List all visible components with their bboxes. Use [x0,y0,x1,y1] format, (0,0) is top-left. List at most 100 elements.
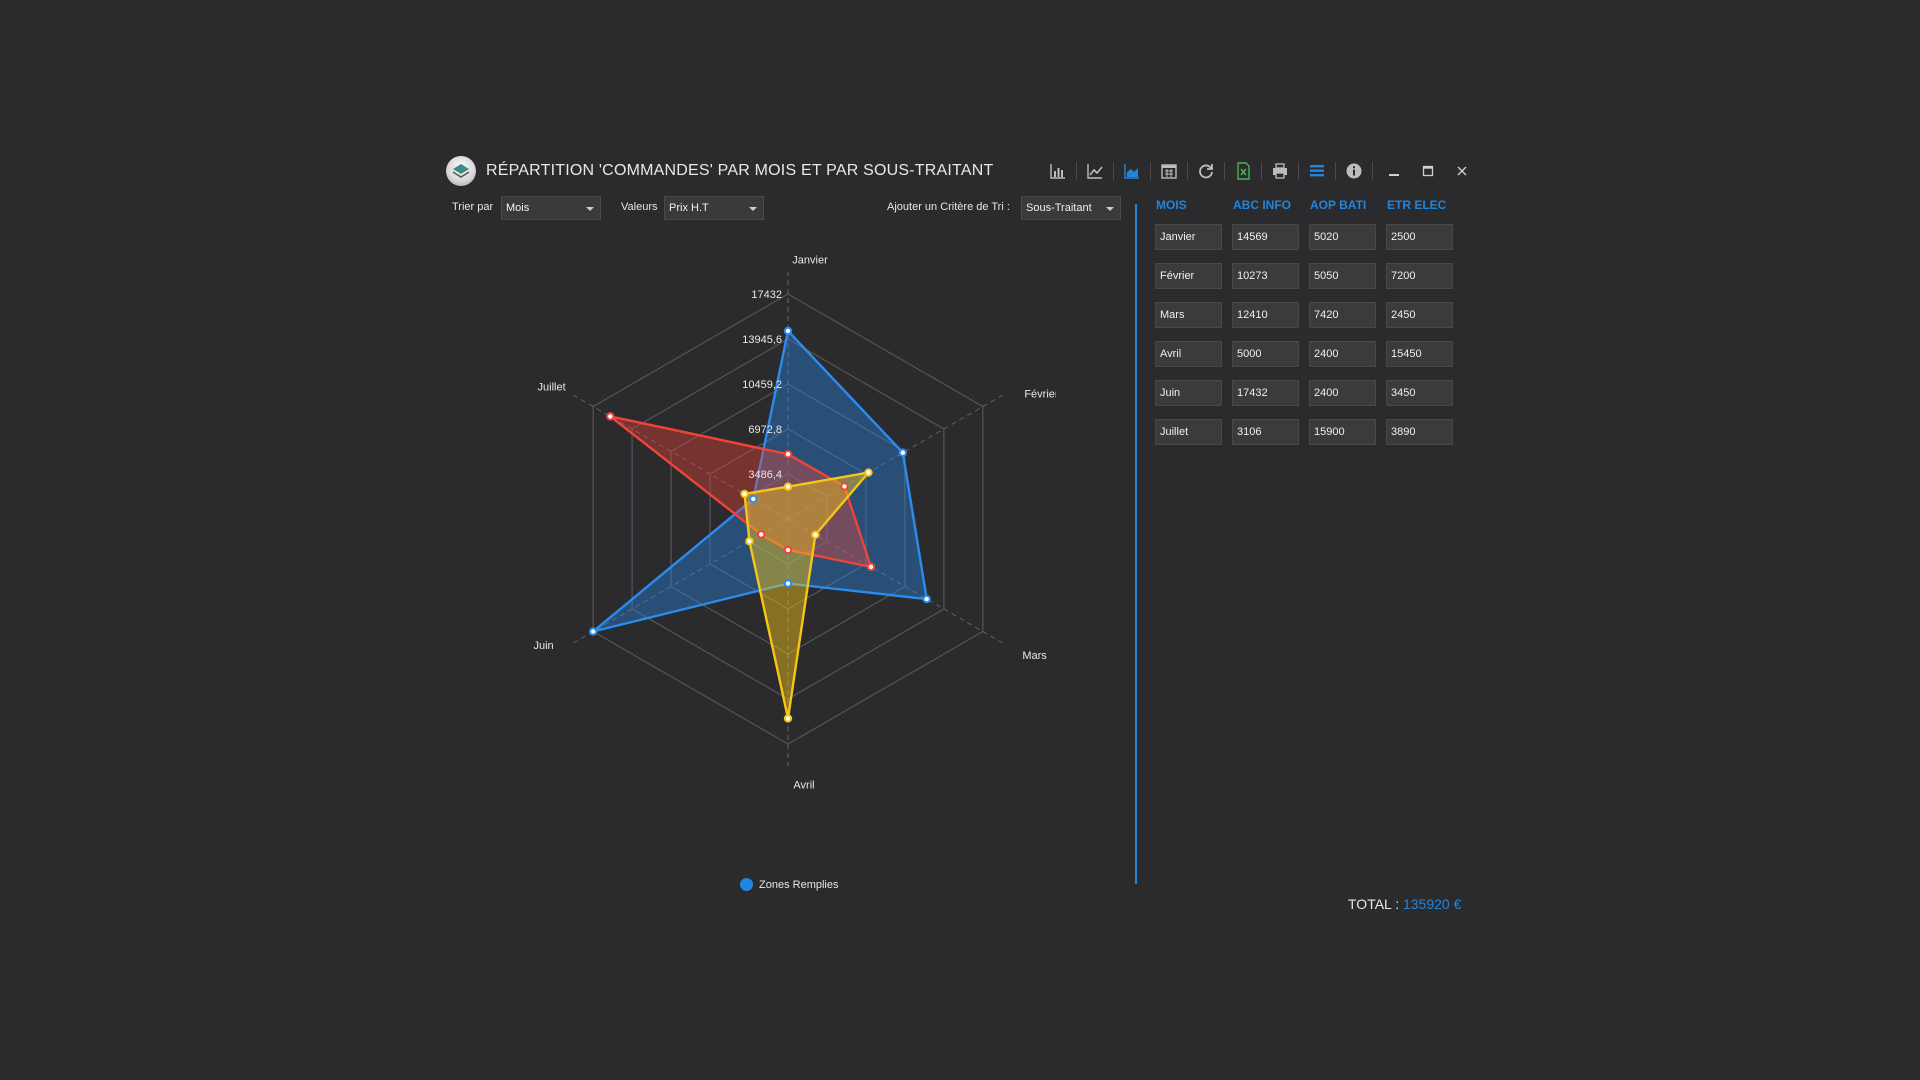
data-point [783,545,793,555]
data-point [783,714,793,723]
refresh-icon [1199,164,1213,179]
toolbar-separator [1150,162,1151,180]
area-chart-button[interactable] [1119,158,1145,184]
axis-label: Février [1024,388,1056,400]
toolbar-separator [1372,162,1373,180]
minimize-button[interactable] [1381,158,1407,184]
month-cell[interactable]: Juillet [1155,419,1222,445]
value-cell[interactable]: 15450 [1386,341,1453,367]
value-cell[interactable]: 2400 [1309,380,1376,406]
list-icon [1310,165,1324,177]
toolbar-separator [1224,162,1225,180]
month-cell[interactable]: Février [1155,263,1222,289]
data-point [783,482,793,491]
value-cell[interactable]: 15900 [1309,419,1376,445]
radar-chart: 3486,4 6972,8 10459,2 13945,6 17432 Janvier Fé… [446,240,1056,880]
list-view-button[interactable] [1304,158,1330,184]
table-row: Juillet 3106 15900 3890 [1155,419,1463,452]
excel-icon [1237,162,1250,180]
column-header[interactable]: ABC INFO [1233,198,1291,212]
data-point [922,594,931,604]
values-select[interactable]: Prix H.T [664,196,764,220]
axis-label: Juin [533,640,553,652]
sort-select[interactable]: Mois [501,196,601,220]
data-point [783,579,793,588]
chevron-down-icon [586,207,594,211]
maximize-icon [1422,165,1434,177]
data-point [756,530,766,539]
values-label: Valeurs [621,201,658,213]
value-cell[interactable]: 7200 [1386,263,1453,289]
toolbar-separator [1335,162,1336,180]
panel-divider [1135,204,1137,884]
value-cell[interactable]: 5000 [1232,341,1299,367]
criteria-select-value: Sous-Traitant [1026,202,1092,214]
sort-select-value: Mois [506,202,530,214]
month-cell[interactable]: Juin [1155,380,1222,406]
table-row: Avril 5000 2400 15450 [1155,341,1463,374]
value-cell[interactable]: 2400 [1309,341,1376,367]
data-point [811,530,820,540]
data-point [898,448,908,457]
print-icon [1273,163,1287,179]
legend-label: Zones Remplies [759,878,839,891]
value-cell[interactable]: 12410 [1232,302,1299,328]
value-cell[interactable]: 17432 [1232,380,1299,406]
criteria-label: Ajouter un Critère de Tri : [887,201,1010,213]
legend-marker [740,878,753,891]
total-label: TOTAL : [1348,896,1400,912]
value-cell[interactable]: 3450 [1386,380,1453,406]
data-point [749,494,758,504]
calendar-button[interactable] [1156,158,1182,184]
toolbar-separator [1261,162,1262,180]
data-table: MOIS ABC INFO AOP BATI ETR ELEC Janvier 14569… [1155,198,1463,452]
toolbar-separator [1187,162,1188,180]
print-button[interactable] [1267,158,1293,184]
filter-bar: Trier par Mois Valeurs Prix H.T Ajouter … [452,196,1122,222]
title-bar: RÉPARTITION 'COMMANDES' PAR MOIS ET PAR … [446,154,993,188]
column-header[interactable]: ETR ELEC [1387,198,1447,212]
table-row: Février 10273 5050 7200 [1155,263,1463,296]
total-summary: TOTAL : 135920 € [1348,896,1461,912]
criteria-select[interactable]: Sous-Traitant [1021,196,1121,220]
app-logo-icon [446,156,476,186]
value-cell[interactable]: 10273 [1232,263,1299,289]
tick-label: 10459,2 [742,379,782,391]
month-cell[interactable]: Janvier [1155,224,1222,250]
area-chart-icon [1124,164,1139,179]
axis-label: Janvier [792,255,828,267]
bar-chart-button[interactable] [1045,158,1071,184]
close-button[interactable] [1449,158,1475,184]
chevron-down-icon [749,207,757,211]
refresh-button[interactable] [1193,158,1219,184]
column-header[interactable]: MOIS [1156,198,1187,212]
value-cell[interactable]: 14569 [1232,224,1299,250]
line-chart-icon [1087,164,1103,179]
value-cell[interactable]: 5050 [1309,263,1376,289]
bar-chart-icon [1050,164,1065,179]
axis-label: Juillet [538,381,566,393]
value-cell[interactable]: 2450 [1386,302,1453,328]
export-excel-button[interactable] [1230,158,1256,184]
value-cell[interactable]: 2500 [1386,224,1453,250]
page-title: RÉPARTITION 'COMMANDES' PAR MOIS ET PAR … [486,162,994,179]
toolbar-separator [1076,162,1077,180]
value-cell[interactable]: 7420 [1309,302,1376,328]
maximize-button[interactable] [1415,158,1441,184]
table-row: Mars 12410 7420 2450 [1155,302,1463,335]
value-cell[interactable]: 3890 [1386,419,1453,445]
data-point [866,562,876,572]
toolbar-separator [1298,162,1299,180]
month-cell[interactable]: Mars [1155,302,1222,328]
column-header[interactable]: AOP BATI [1310,198,1367,212]
table-row: Janvier 14569 5020 2500 [1155,224,1463,257]
value-cell[interactable]: 3106 [1232,419,1299,445]
value-cell[interactable]: 5020 [1309,224,1376,250]
chart-legend[interactable]: Zones Remplies [740,878,838,891]
line-chart-button[interactable] [1082,158,1108,184]
toolbar [1040,158,1475,184]
info-button[interactable] [1341,158,1367,184]
sort-label: Trier par [452,201,494,213]
month-cell[interactable]: Avril [1155,341,1222,367]
